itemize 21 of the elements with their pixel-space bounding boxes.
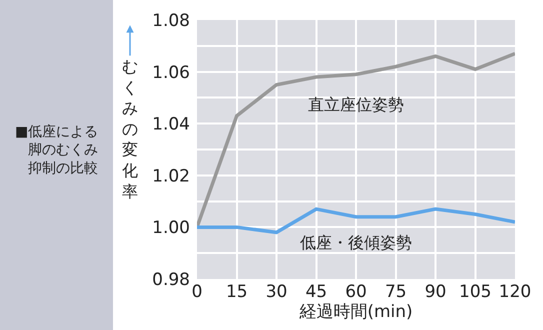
x-tick-label: 60 [345, 282, 367, 302]
y-tick-label: 1.02 [152, 166, 190, 186]
x-tick-label: 105 [459, 282, 492, 302]
y-tick-label: 0.98 [152, 270, 190, 290]
y-tick-label: 1.08 [152, 10, 190, 31]
text: ■低座による脚のむくみ抑制の比較 [15, 124, 98, 176]
y-axis-title: むくみの変化率 [122, 57, 138, 201]
x-tick-label: 90 [424, 282, 446, 302]
x-tick-label: 0 [192, 282, 202, 302]
y-tick-label: 1.00 [152, 218, 190, 238]
x-tick-label: 15 [226, 282, 248, 302]
x-axis-title: 経過時間(min) [298, 302, 413, 322]
x-tick-label: 120 [498, 282, 532, 302]
x-tick-label: 30 [266, 282, 288, 302]
series-label: 直立座位姿勢 [308, 95, 404, 114]
x-tick-label: 45 [305, 282, 328, 302]
y-tick-label: 1.06 [152, 62, 190, 83]
y-tick-label: 1.04 [152, 114, 190, 135]
x-tick-label: 75 [384, 282, 407, 302]
line-series [197, 207, 515, 234]
series-label: 低座・後傾姿勢 [300, 233, 412, 252]
